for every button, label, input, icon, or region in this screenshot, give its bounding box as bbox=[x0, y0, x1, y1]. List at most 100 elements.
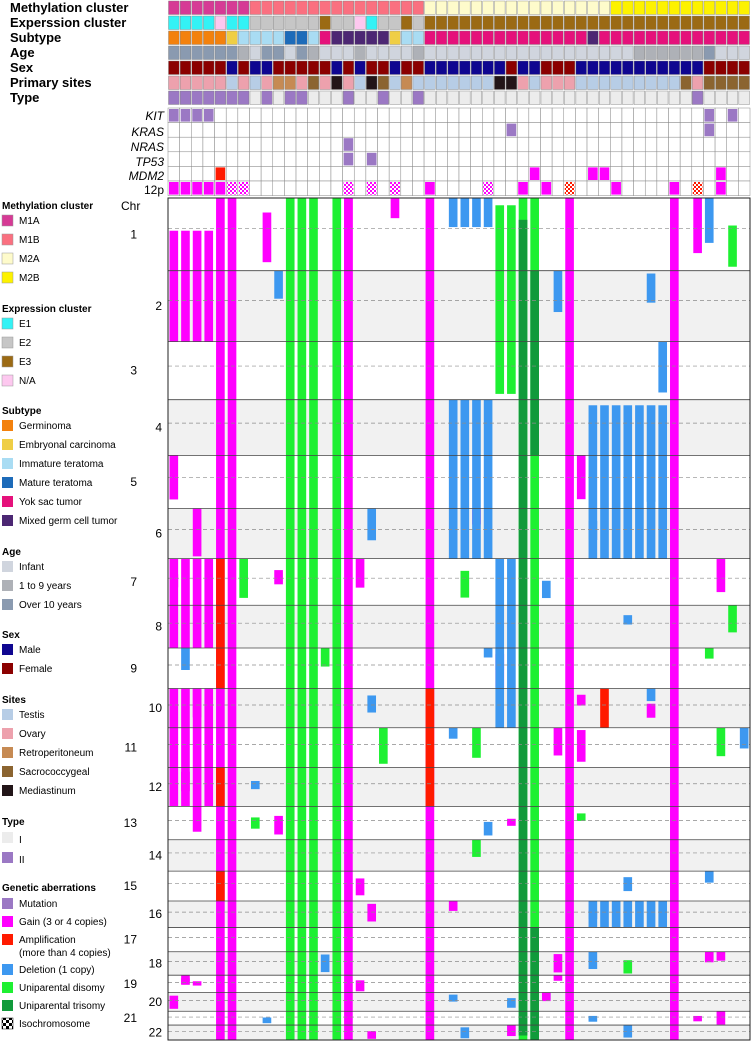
track-cell bbox=[366, 30, 378, 45]
legend-swatch-m2a bbox=[1, 252, 14, 265]
legend-swatch-male bbox=[2, 644, 13, 655]
track-cell bbox=[703, 15, 715, 30]
gene-grid-cell bbox=[214, 136, 227, 153]
gene-grid-cell bbox=[505, 107, 518, 123]
legend-item-yolk: Yok sac tumor bbox=[19, 497, 83, 508]
gene-grid-cell bbox=[633, 122, 646, 138]
track-cell bbox=[680, 45, 692, 60]
track-cell bbox=[447, 0, 459, 15]
gene-grid-cell bbox=[249, 107, 262, 123]
gene-grid-cell bbox=[703, 136, 716, 153]
gene-grid-cell bbox=[703, 166, 716, 182]
track-cell bbox=[703, 75, 715, 90]
track-cell bbox=[715, 0, 727, 15]
gene-grid-cell bbox=[237, 107, 250, 123]
gene-grid-cell bbox=[284, 107, 297, 123]
gene-grid-cell bbox=[307, 136, 320, 153]
cnv-segment bbox=[169, 688, 179, 807]
gene-grid-cell bbox=[621, 107, 634, 123]
track-cell bbox=[470, 45, 482, 60]
cnv-segment bbox=[646, 273, 656, 303]
track-cell bbox=[470, 0, 482, 15]
gene-grid-cell bbox=[319, 166, 332, 182]
gene-grid-cell bbox=[423, 107, 436, 123]
cnv-panel-border bbox=[167, 197, 751, 1041]
track-cell bbox=[168, 30, 180, 45]
track-cell bbox=[703, 30, 715, 45]
track-cell bbox=[575, 15, 587, 30]
track-cell bbox=[715, 90, 727, 105]
legend-swatch-mature bbox=[2, 477, 13, 488]
gene-grid-cell bbox=[470, 136, 483, 153]
track-cell bbox=[179, 60, 191, 75]
gene-grid-cell bbox=[191, 151, 204, 167]
legend-swatch-female bbox=[2, 663, 13, 674]
gene-grid-cell bbox=[330, 122, 343, 138]
gene-grid-cell bbox=[505, 136, 518, 153]
legend-item-amplification-sub: (more than 4 copies) bbox=[19, 948, 111, 959]
track-cell bbox=[598, 30, 611, 45]
track-cell bbox=[470, 30, 482, 45]
legend-item-immature: Immature teratoma bbox=[19, 459, 104, 470]
gene-grid-cell bbox=[610, 136, 623, 153]
track-label-methylation: Methylation cluster bbox=[10, 0, 128, 15]
gene-grid-cell bbox=[644, 166, 658, 182]
cnv-segment bbox=[216, 767, 225, 807]
gene-grid-cell bbox=[714, 122, 727, 138]
gene-grid-cell bbox=[470, 166, 483, 182]
track-cell bbox=[645, 15, 657, 30]
cnv-segment bbox=[728, 605, 737, 633]
track-cell bbox=[191, 15, 203, 30]
cnv-segment bbox=[553, 270, 563, 313]
legend-item-mature: Mature teratoma bbox=[19, 478, 93, 489]
cnv-segment bbox=[716, 1011, 726, 1025]
chromosome-label: 14 bbox=[149, 848, 163, 862]
legend-item-upd: Uniparental disomy bbox=[19, 983, 105, 994]
track-cell bbox=[389, 30, 401, 45]
cnv-segment bbox=[611, 901, 621, 928]
gene-grid-cell bbox=[167, 151, 180, 167]
gene-grid-cell bbox=[691, 151, 704, 167]
legend-swatch-na bbox=[1, 374, 14, 387]
legend-item-amplification: Amplification bbox=[19, 935, 76, 946]
gene-grid-cell bbox=[575, 122, 588, 138]
gene-grid-cell bbox=[191, 136, 204, 153]
gene-grid-cell bbox=[493, 122, 506, 138]
track-cell bbox=[179, 0, 191, 15]
track-cell bbox=[657, 0, 669, 15]
gene-mutation-mark bbox=[366, 152, 377, 166]
gene-grid-cell bbox=[272, 122, 285, 138]
cnv-segment bbox=[367, 695, 377, 713]
gene-grid-cell bbox=[272, 180, 285, 196]
gene-grid-cell bbox=[528, 107, 541, 123]
legend-item-mixed: Mixed germ cell tumor bbox=[19, 516, 118, 527]
gene-mutation-mark bbox=[203, 109, 214, 122]
track-cell bbox=[424, 75, 436, 90]
gene-grid-cell bbox=[540, 107, 553, 123]
track-cell bbox=[436, 45, 448, 60]
gene-grid-cell bbox=[319, 107, 332, 123]
gene-grid-cell bbox=[365, 166, 378, 182]
gene-grid-cell bbox=[493, 107, 506, 123]
legend-item-retro: Retroperitoneum bbox=[19, 748, 93, 759]
track-cell bbox=[424, 90, 436, 105]
track-cell bbox=[436, 60, 448, 75]
legend-item-deletion: Deletion (1 copy) bbox=[19, 965, 95, 976]
cnv-segment bbox=[658, 901, 668, 928]
track-cell bbox=[622, 90, 634, 105]
gene-grid-cell bbox=[214, 151, 227, 167]
track-cell bbox=[354, 15, 366, 30]
track-cell bbox=[401, 0, 413, 15]
gene-grid-cell bbox=[388, 136, 402, 153]
track-cell bbox=[540, 30, 552, 45]
gene-grid-cell bbox=[260, 151, 274, 167]
track-cell bbox=[575, 60, 587, 75]
gene-grid-cell bbox=[319, 122, 332, 138]
track-cell bbox=[261, 15, 273, 30]
track-cell bbox=[436, 75, 448, 90]
gene-mdm2-mark bbox=[215, 167, 226, 180]
gene-grid-cell bbox=[388, 107, 402, 123]
legend-item-m2a: M2A bbox=[19, 254, 40, 265]
track-cell bbox=[482, 45, 494, 60]
